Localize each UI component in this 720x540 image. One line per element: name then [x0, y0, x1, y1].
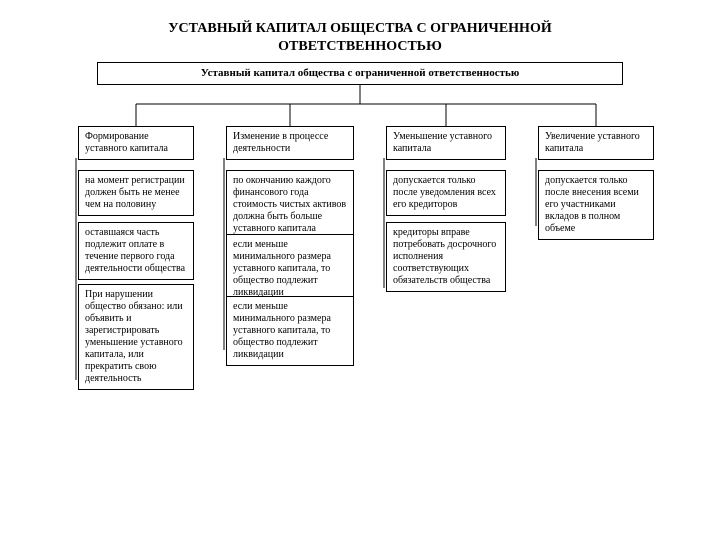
branch-1-item-0: по окончанию каждого финансового года ст…	[226, 170, 354, 240]
title-line-2: ОТВЕТСТВЕННОСТЬЮ	[278, 39, 442, 54]
branch-head-2: Уменьшение уставного капитала	[386, 126, 506, 160]
branch-head-0: Формирование уставного капитала	[78, 126, 194, 160]
branch-0-item-0: на момент регистрации должен быть не мен…	[78, 170, 194, 216]
branch-head-3: Увеличение уставного капитала	[538, 126, 654, 160]
branch-1-item-1: если меньше минимального размера уставно…	[226, 234, 354, 304]
branch-0-item-2: При нарушении общество обязано: или объя…	[78, 284, 194, 390]
title-line-1: УСТАВНЫЙ КАПИТАЛ ОБЩЕСТВА С ОГРАНИЧЕННОЙ	[168, 21, 551, 36]
root-box: Уставный капитал общества с ограниченной…	[97, 62, 623, 85]
branch-head-1: Изменение в процессе деятельности	[226, 126, 354, 160]
branch-1-item-2: если меньше минимального размера уставно…	[226, 296, 354, 366]
branch-2-item-0: допускается только после уведомления все…	[386, 170, 506, 216]
branch-3-item-0: допускается только после внесения всеми …	[538, 170, 654, 240]
page-title: УСТАВНЫЙ КАПИТАЛ ОБЩЕСТВА С ОГРАНИЧЕННОЙ…	[0, 20, 720, 56]
branch-0-item-1: оставшаяся часть подлежит оплате в течен…	[78, 222, 194, 280]
branch-2-item-1: кредиторы вправе потребовать досрочного …	[386, 222, 506, 292]
